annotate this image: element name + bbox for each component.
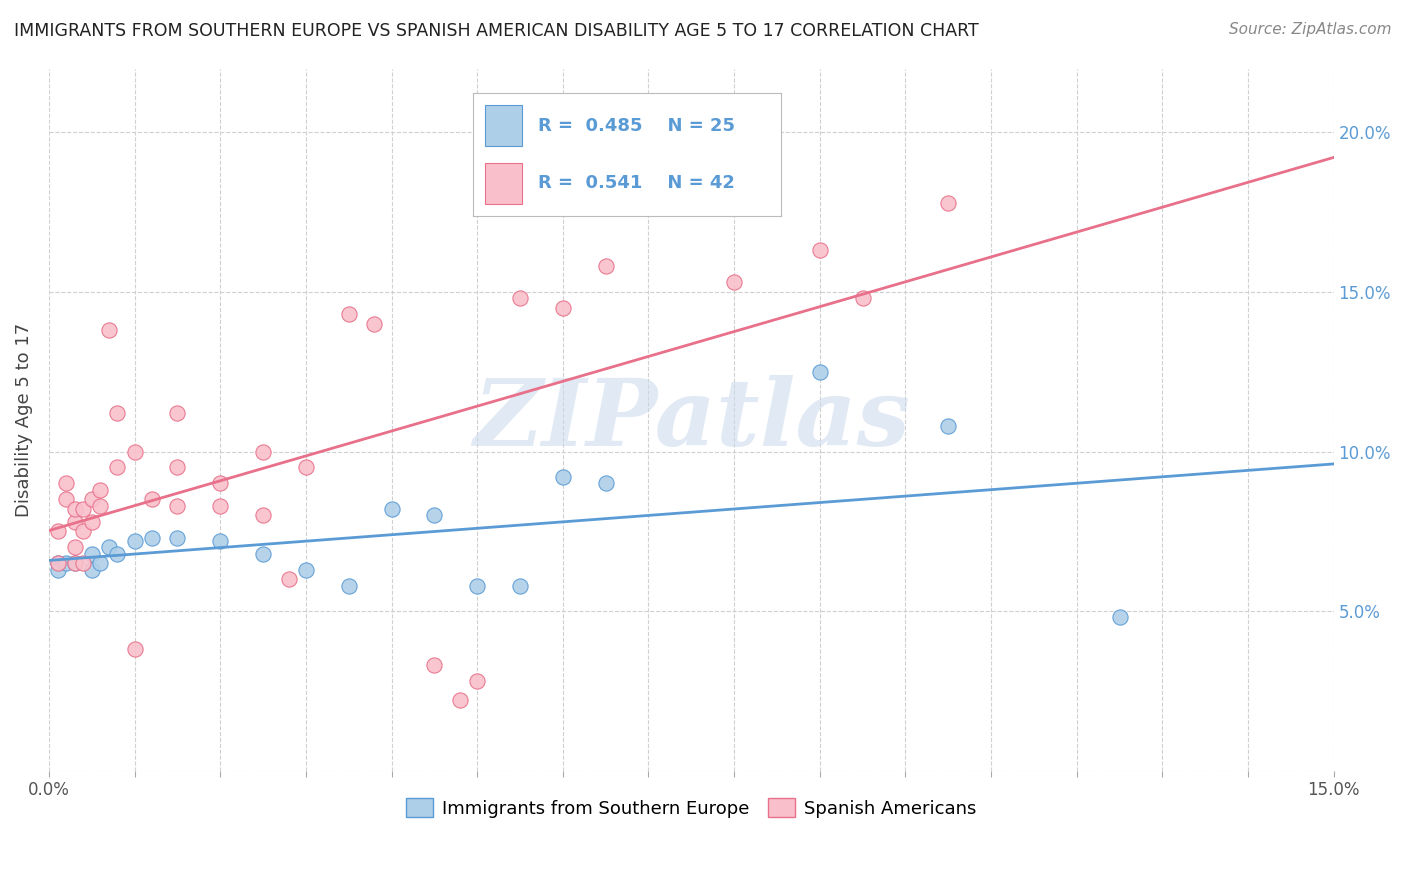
Legend: Immigrants from Southern Europe, Spanish Americans: Immigrants from Southern Europe, Spanish… [399,791,984,825]
Point [337,578,360,592]
Point [551,301,574,315]
Point [808,244,831,258]
Point [166,531,188,545]
Point [595,476,617,491]
Point [423,508,446,523]
Point [166,460,188,475]
Point [295,460,318,475]
Point [380,502,402,516]
Point [107,547,129,561]
Point [465,674,488,689]
Point [46,563,69,577]
Text: ZIPatlas: ZIPatlas [472,375,910,465]
Point [295,563,318,577]
Point [1108,610,1130,624]
Point [723,276,745,290]
Point [107,406,129,420]
Point [595,260,617,274]
Point [55,492,77,507]
Point [63,556,86,570]
Point [209,533,232,548]
Point [363,317,385,331]
Point [141,531,163,545]
Point [72,502,94,516]
Point [124,444,146,458]
Point [936,195,959,210]
Point [63,502,86,516]
Point [423,658,446,673]
Point [63,515,86,529]
Point [166,406,188,420]
Point [509,291,531,305]
Point [55,476,77,491]
Point [337,307,360,321]
Point [277,572,299,586]
Point [46,556,69,570]
Point [124,533,146,548]
Point [89,483,111,497]
Point [808,365,831,379]
Point [46,556,69,570]
Point [72,556,94,570]
Text: IMMIGRANTS FROM SOUTHERN EUROPE VS SPANISH AMERICAN DISABILITY AGE 5 TO 17 CORRE: IMMIGRANTS FROM SOUTHERN EUROPE VS SPANI… [14,22,979,40]
Point [166,499,188,513]
Point [80,563,103,577]
Point [80,515,103,529]
Point [852,291,875,305]
Point [97,541,120,555]
Point [449,693,471,707]
Point [72,524,94,539]
Point [209,499,232,513]
Point [80,547,103,561]
Point [936,419,959,434]
Point [509,578,531,592]
Point [252,547,274,561]
Y-axis label: Disability Age 5 to 17: Disability Age 5 to 17 [15,323,32,516]
Text: Source: ZipAtlas.com: Source: ZipAtlas.com [1229,22,1392,37]
Point [252,444,274,458]
Point [107,460,129,475]
Point [97,323,120,337]
Point [209,476,232,491]
Point [89,556,111,570]
Point [252,508,274,523]
Point [63,556,86,570]
Point [55,556,77,570]
Point [465,578,488,592]
Point [89,499,111,513]
Point [141,492,163,507]
Point [63,541,86,555]
Point [46,524,69,539]
Point [80,492,103,507]
Point [124,642,146,657]
Point [551,470,574,484]
